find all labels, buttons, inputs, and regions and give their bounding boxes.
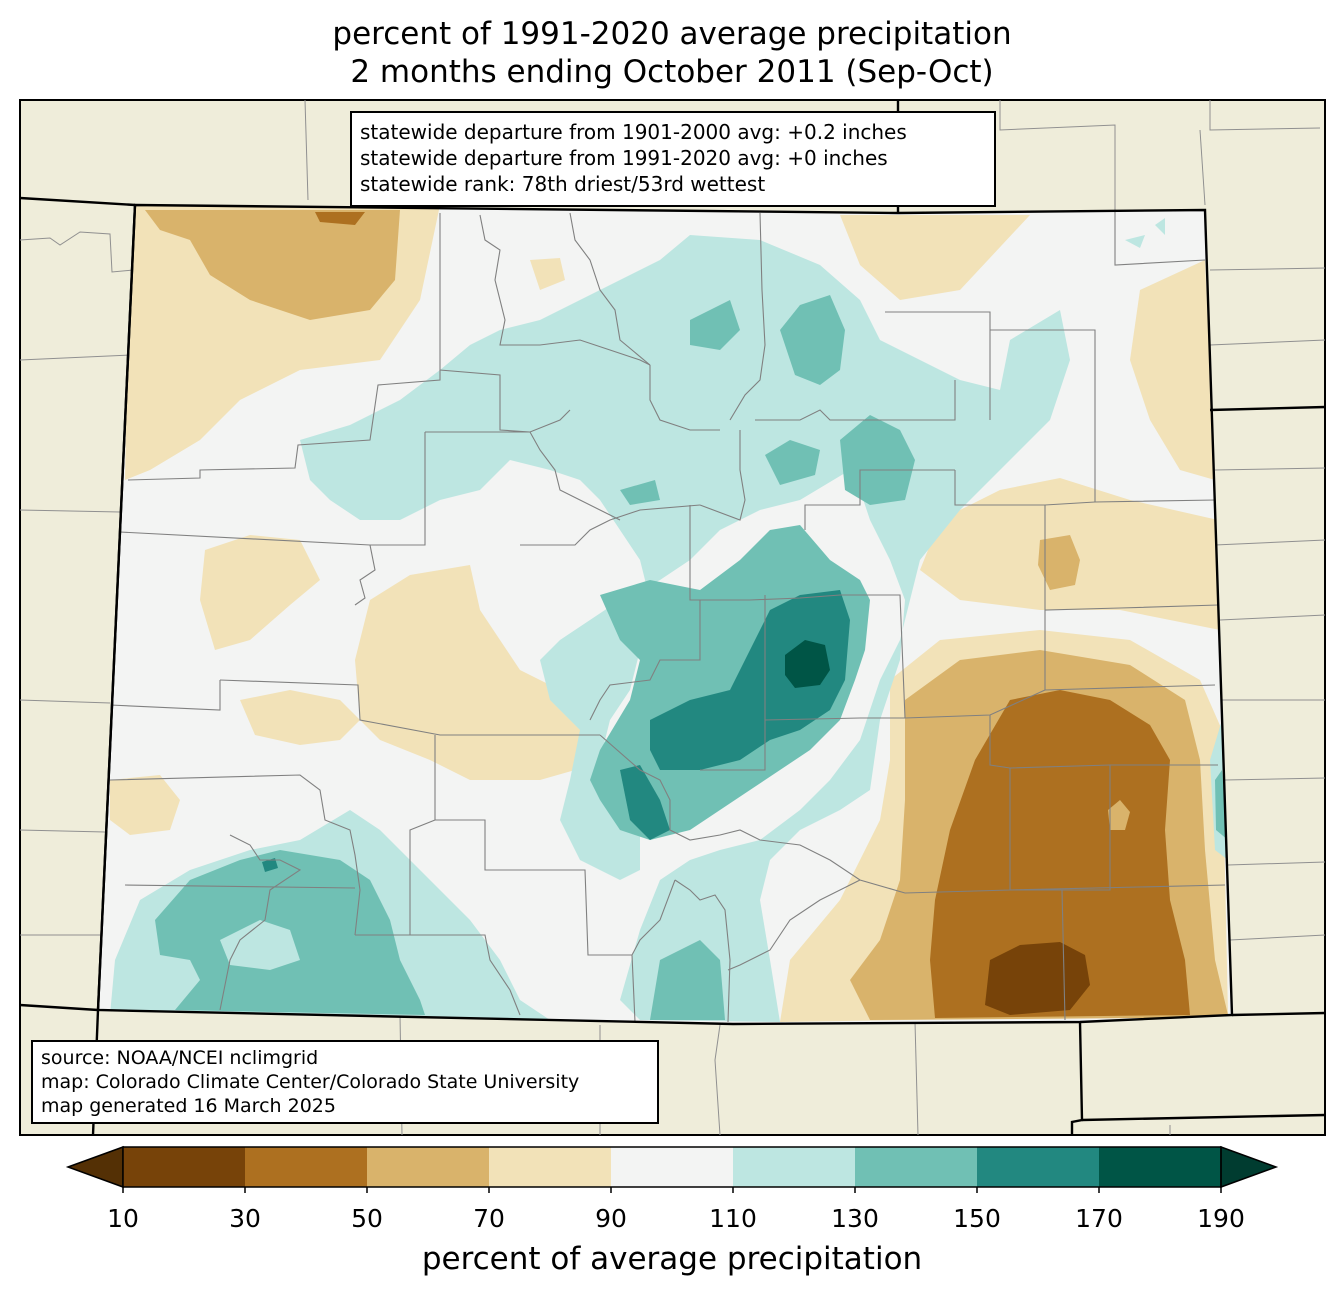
colorbar-bin-50-70: [367, 1147, 490, 1187]
colorbar-bin-130-150: [855, 1147, 978, 1187]
colorbar-bins: [123, 1147, 1222, 1187]
colorbar-bin-30-50: [245, 1147, 368, 1187]
stats-departure-1991-2020: statewide departure from 1991-2020 avg: …: [360, 146, 888, 170]
colorbar-bin-170-190: [1099, 1147, 1222, 1187]
colorbar-tick-marks: [122, 1187, 1222, 1193]
state-borders: [19, 100, 1326, 1136]
colorbar-tick-label: 110: [709, 1204, 757, 1233]
stats-departure-1901-2000: statewide departure from 1901-2000 avg: …: [360, 120, 907, 144]
colorbar-bin-70-90: [489, 1147, 612, 1187]
colorbar-tick-label: 90: [595, 1204, 627, 1233]
colorbar: [65, 1145, 1279, 1193]
source-data: source: NOAA/NCEI nclimgrid: [41, 1047, 319, 1069]
neighbor-county-lines: [19, 99, 1326, 1136]
colorbar-tick-label: 170: [1075, 1204, 1123, 1233]
colorado-county-lines: [109, 210, 1226, 1023]
source-box: source: NOAA/NCEI nclimgrid map: Colorad…: [31, 1040, 659, 1124]
colorbar-tick-label: 130: [831, 1204, 879, 1233]
stats-rank: statewide rank: 78th driest/53rd wettest: [360, 172, 766, 196]
colorbar-under-arrow: [65, 1145, 124, 1189]
colorbar-bin-90-110: [611, 1147, 734, 1187]
colorbar-tick-label: 70: [473, 1204, 505, 1233]
colorbar-bin-10-30: [123, 1147, 246, 1187]
colorbar-tick-label: 50: [351, 1204, 383, 1233]
source-map-credit: map: Colorado Climate Center/Colorado St…: [41, 1071, 580, 1093]
colorbar-over-arrow: [1220, 1145, 1279, 1189]
statewide-stats-box: statewide departure from 1901-2000 avg: …: [350, 111, 996, 207]
source-generated-date: map generated 16 March 2025: [41, 1095, 336, 1117]
colorbar-tick-label: 10: [107, 1204, 139, 1233]
colorbar-bin-110-130: [733, 1147, 856, 1187]
colorbar-bin-150-170: [977, 1147, 1100, 1187]
map-title-line1: percent of 1991-2020 average precipitati…: [332, 16, 1012, 52]
map-title-line2: 2 months ending October 2011 (Sep-Oct): [350, 54, 994, 90]
colorbar-tick-label: 150: [953, 1204, 1001, 1233]
colorbar-tick-label: 30: [229, 1204, 261, 1233]
colorbar-tick-label: 190: [1197, 1204, 1245, 1233]
colorbar-label: percent of average precipitation: [421, 1241, 923, 1277]
